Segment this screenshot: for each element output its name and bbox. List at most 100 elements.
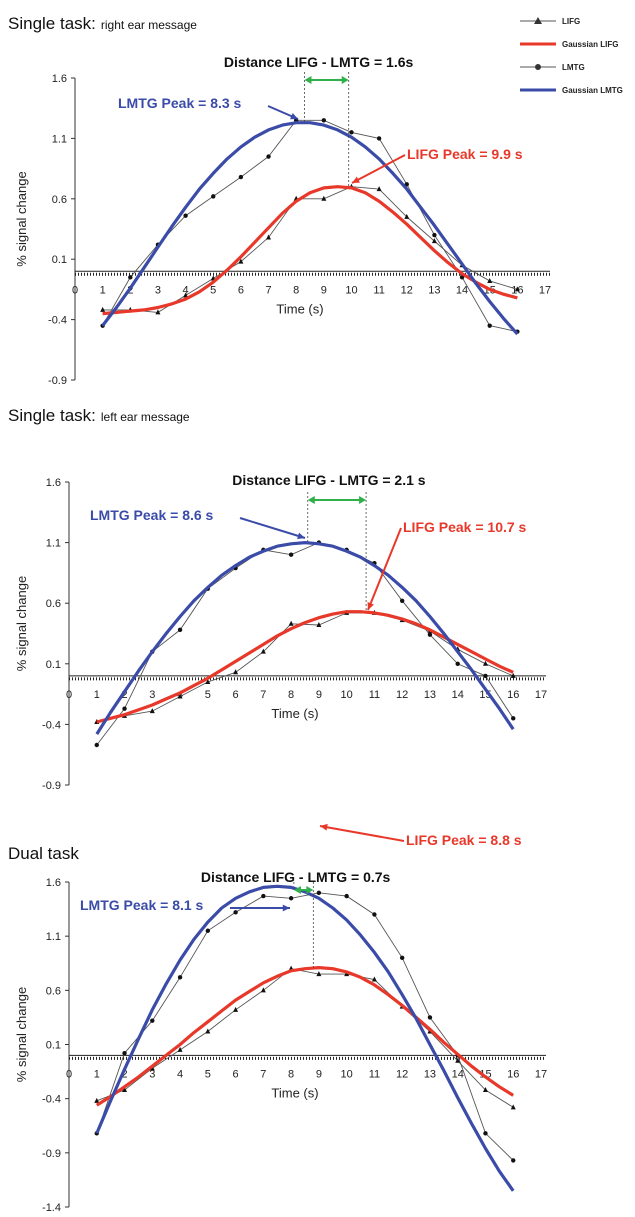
lifg-point xyxy=(205,678,211,684)
lifg-point xyxy=(316,971,322,977)
lmtg-raw-line xyxy=(102,119,518,333)
y-tick-label: 1.1 xyxy=(46,538,61,550)
lifg-point xyxy=(149,708,155,714)
lmtg-peak-label: LMTG Peak = 8.3 s xyxy=(118,95,242,111)
lifg-point xyxy=(404,213,410,219)
lifg-point xyxy=(238,258,244,264)
x-tick-label: 0 xyxy=(66,689,72,701)
distance-label: Distance LIFG - LMTG = 1.6s xyxy=(224,54,414,70)
x-tick-label: 2 xyxy=(121,689,127,701)
lifg-point xyxy=(94,1097,100,1103)
lmtg-point xyxy=(399,955,405,961)
legend-item: LMTG xyxy=(520,63,585,72)
lifg-callout-arrow-icon xyxy=(352,176,360,183)
y-axis-label: % signal change xyxy=(14,987,29,1082)
legend-item: Gaussian LIFG xyxy=(520,40,618,49)
lmtg-point xyxy=(183,213,188,218)
y-tick-label: -0.9 xyxy=(48,375,67,387)
lmtg-point xyxy=(128,275,133,280)
lifg-point xyxy=(371,976,377,982)
lifg-callout-line xyxy=(319,825,405,842)
y-tick-label: -0.9 xyxy=(42,780,61,792)
lifg-point xyxy=(510,1104,516,1110)
x-tick-label: 9 xyxy=(316,689,322,701)
lifg-raw-line xyxy=(96,612,514,723)
lifg-point xyxy=(431,238,437,244)
lmtg-callout-arrow-icon xyxy=(297,532,305,540)
x-tick-label: 4 xyxy=(183,284,189,296)
chart-title-sub: left ear message xyxy=(101,410,190,424)
y-tick-label: -0.4 xyxy=(42,719,61,731)
x-tick-label: 12 xyxy=(396,689,408,701)
lmtg-point xyxy=(233,910,238,915)
lmtg-point xyxy=(399,598,405,603)
y-tick-label: 0.6 xyxy=(46,598,61,610)
chart-title: Single task: left ear message xyxy=(8,406,190,425)
lmtg-point xyxy=(150,1018,155,1023)
lmtg-point xyxy=(376,136,382,141)
x-tick-label: 1 xyxy=(94,689,100,701)
x-tick-label: 3 xyxy=(149,1068,155,1080)
lifg-peak-label: LIFG Peak = 8.8 s xyxy=(406,832,522,848)
x-tick-label: 13 xyxy=(424,1068,436,1080)
x-tick-label: 8 xyxy=(288,1068,294,1080)
x-tick-label: 7 xyxy=(260,1068,266,1080)
x-tick-label: 1 xyxy=(94,1068,100,1080)
x-tick-label: 6 xyxy=(233,689,239,701)
chart-panel: Dual task -1.4 -0.9 -0.4 0.1 0.6 1.1 1.6 % signa… xyxy=(8,823,547,1214)
y-tick-label: 1.6 xyxy=(46,877,61,889)
y-tick-label: -1.4 xyxy=(42,1202,61,1214)
gaussian-lmtg-line xyxy=(101,121,519,336)
chart-title-main: Single task: xyxy=(8,406,96,425)
chart-title: Dual task xyxy=(8,844,79,863)
lifg-point xyxy=(487,277,493,283)
x-tick-label: 8 xyxy=(293,284,299,296)
chart-title-sub: right ear message xyxy=(101,18,197,32)
x-tick-label: 14 xyxy=(452,1068,464,1080)
x-tick-label: 11 xyxy=(369,1068,380,1080)
y-tick-label: 0.1 xyxy=(46,1040,61,1052)
x-tick-label: 2 xyxy=(121,1068,127,1080)
lmtg-point xyxy=(511,716,516,721)
lifg-callout-arrow-icon xyxy=(320,823,328,831)
lmtg-point xyxy=(321,118,327,123)
lmtg-point xyxy=(455,661,460,666)
y-tick-label: 0.6 xyxy=(46,985,61,997)
lmtg-point xyxy=(511,1158,516,1163)
chart-panel: Single task: right ear message -0.9 -0.4 0.1… xyxy=(8,14,551,387)
x-tick-label: 4 xyxy=(177,1068,183,1080)
chart-panel: Single task: left ear message -0.9 -0.4 0.1 0… xyxy=(8,406,547,792)
y-axis-label: % signal change xyxy=(14,171,29,266)
x-axis-label: Time (s) xyxy=(271,1085,318,1100)
lmtg-callout-arrow-icon xyxy=(282,904,290,912)
lifg-point xyxy=(260,648,266,654)
legend-triangle-icon xyxy=(534,17,542,24)
lmtg-point xyxy=(288,896,294,901)
lmtg-peak-label: LMTG Peak = 8.1 s xyxy=(80,897,204,913)
x-tick-label: 17 xyxy=(535,1068,547,1080)
lmtg-point xyxy=(177,627,183,633)
lmtg-point xyxy=(487,323,492,328)
x-tick-label: 13 xyxy=(428,284,440,296)
lmtg-callout-line xyxy=(239,517,306,539)
lmtg-point xyxy=(427,1015,433,1020)
x-tick-label: 8 xyxy=(288,689,294,701)
chart-title: Single task: right ear message xyxy=(8,14,197,33)
x-tick-label: 5 xyxy=(205,689,211,701)
lifg-point xyxy=(177,693,183,699)
lmtg-point xyxy=(94,742,99,748)
legend-label: LMTG xyxy=(562,63,585,72)
legend-label: Gaussian LMTG xyxy=(562,86,623,95)
lifg-point xyxy=(455,1057,461,1063)
lifg-point xyxy=(316,622,322,628)
x-tick-label: 7 xyxy=(265,284,271,296)
lmtg-raw-line xyxy=(96,542,514,746)
distance-arrow-left-icon xyxy=(304,76,312,84)
x-tick-label: 12 xyxy=(396,1068,408,1080)
lmtg-callout-arrow-icon xyxy=(290,112,298,120)
lmtg-point xyxy=(404,182,409,187)
lmtg-point xyxy=(288,552,294,557)
lmtg-point xyxy=(372,912,377,917)
x-tick-label: 0 xyxy=(72,284,78,296)
